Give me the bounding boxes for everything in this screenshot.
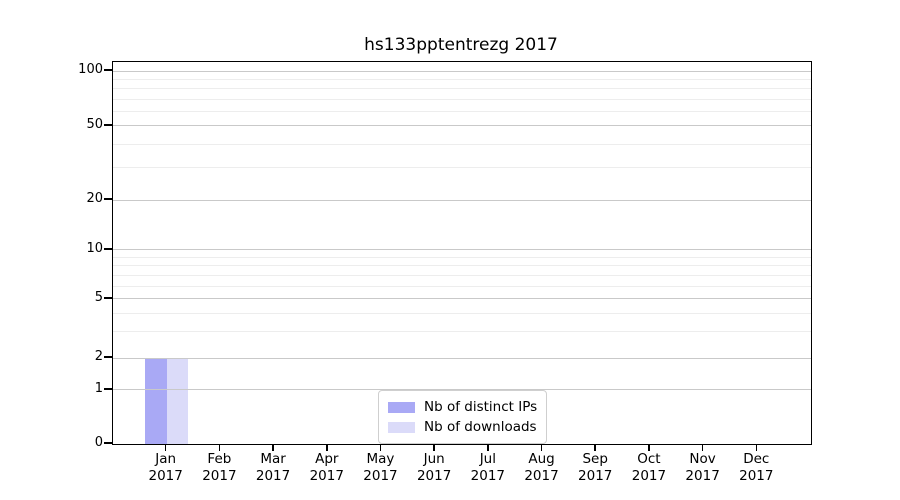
legend-item: Nb of distinct IPs xyxy=(388,397,537,417)
y-axis-tick xyxy=(104,248,112,250)
x-tick-label-mar: Mar 2017 xyxy=(241,451,305,485)
legend: Nb of distinct IPs Nb of downloads xyxy=(378,390,548,444)
y-tick-label: 10 xyxy=(86,240,103,256)
x-tick-year: 2017 xyxy=(202,468,237,484)
y-axis-tick xyxy=(104,388,112,390)
y-tick-label: 50 xyxy=(86,116,103,132)
x-tick-label-jan: Jan 2017 xyxy=(134,451,198,485)
y-axis-tick xyxy=(104,356,112,358)
y-tick-label: 0 xyxy=(94,435,103,450)
minor-gridline xyxy=(113,166,811,168)
y-tick-label: 1 xyxy=(94,380,103,396)
y-tick-label: 20 xyxy=(86,191,103,207)
x-tick-label-oct: Oct 2017 xyxy=(617,451,681,485)
x-tick-month: Feb xyxy=(207,451,232,467)
x-tick-month: Apr xyxy=(315,451,339,467)
x-tick-label-feb: Feb 2017 xyxy=(187,451,251,485)
y-axis-tick xyxy=(104,69,112,71)
minor-gridline xyxy=(113,143,811,145)
x-tick-year: 2017 xyxy=(631,468,667,484)
x-tick-month: Dec xyxy=(743,451,770,467)
y-axis-tick xyxy=(104,442,112,444)
x-axis-tick xyxy=(755,444,758,451)
plot-area xyxy=(112,61,812,445)
x-tick-label-jun: Jun 2017 xyxy=(402,451,466,485)
x-axis-tick xyxy=(164,444,167,451)
x-axis-tick xyxy=(326,444,328,451)
major-gridline xyxy=(113,199,811,201)
minor-gridline xyxy=(113,88,811,90)
x-tick-month: May xyxy=(366,451,395,467)
minor-gridline xyxy=(113,111,811,113)
major-gridline xyxy=(113,70,811,72)
y-tick-label: 100 xyxy=(78,62,103,77)
x-tick-year: 2017 xyxy=(578,468,613,484)
chart-title: hs133pptentrezg 2017 xyxy=(364,35,558,55)
minor-gridline xyxy=(113,256,811,258)
y-tick-label: 2 xyxy=(94,349,103,364)
x-tick-year: 2017 xyxy=(739,468,774,484)
minor-gridline xyxy=(113,98,811,100)
major-gridline xyxy=(113,249,811,251)
x-axis-tick xyxy=(379,444,382,451)
x-tick-month: Oct xyxy=(637,451,661,467)
x-tick-month: Jan xyxy=(155,451,177,467)
x-axis-tick xyxy=(540,444,543,451)
x-tick-label-dec: Dec 2017 xyxy=(724,451,788,485)
legend-swatch-icon xyxy=(388,421,415,433)
y-axis-tick xyxy=(104,198,112,200)
x-tick-year: 2017 xyxy=(685,468,720,484)
x-tick-year: 2017 xyxy=(363,468,398,484)
x-axis-tick xyxy=(701,444,704,451)
x-tick-label-may: May 2017 xyxy=(348,451,412,485)
x-axis-tick xyxy=(218,444,221,451)
x-tick-year: 2017 xyxy=(309,468,344,484)
y-axis-tick xyxy=(104,124,112,126)
major-gridline xyxy=(113,298,811,300)
minor-gridline xyxy=(113,312,811,314)
x-tick-year: 2017 xyxy=(524,468,559,484)
bar-distinct-ips xyxy=(145,358,167,444)
x-tick-month: Nov xyxy=(689,451,716,467)
x-tick-label-apr: Apr 2017 xyxy=(295,451,359,485)
minor-gridline xyxy=(113,274,811,276)
x-axis-tick xyxy=(648,444,650,451)
legend-label: Nb of downloads xyxy=(424,419,537,435)
x-tick-month: Mar xyxy=(260,451,286,467)
x-tick-year: 2017 xyxy=(470,468,506,484)
major-gridline xyxy=(113,389,811,391)
x-axis-tick xyxy=(433,444,435,451)
major-gridline xyxy=(113,125,811,127)
legend-label: Nb of distinct IPs xyxy=(424,399,538,415)
x-tick-label-sep: Sep 2017 xyxy=(563,451,627,485)
x-tick-year: 2017 xyxy=(255,468,291,484)
minor-gridline xyxy=(113,78,811,80)
x-tick-year: 2017 xyxy=(416,468,452,484)
bar-downloads xyxy=(166,358,189,444)
x-tick-month: Jun xyxy=(423,451,445,467)
minor-gridline xyxy=(113,285,811,287)
x-tick-label-nov: Nov 2017 xyxy=(671,451,735,485)
x-tick-month: Aug xyxy=(528,451,555,467)
legend-item: Nb of downloads xyxy=(388,417,537,437)
minor-gridline xyxy=(113,265,811,267)
x-tick-label-jul: Jul 2017 xyxy=(456,451,520,485)
minor-gridline xyxy=(113,331,811,333)
x-tick-month: Sep xyxy=(582,451,608,467)
y-axis-tick xyxy=(104,297,112,299)
x-tick-label-aug: Aug 2017 xyxy=(510,451,574,485)
x-axis-tick xyxy=(272,444,274,451)
legend-swatch-icon xyxy=(388,401,415,413)
x-tick-year: 2017 xyxy=(148,468,183,484)
y-tick-label: 5 xyxy=(94,289,103,305)
x-axis-tick xyxy=(487,444,489,451)
x-axis-tick xyxy=(594,444,596,451)
x-tick-month: Jul xyxy=(479,451,496,467)
major-gridline xyxy=(113,357,811,359)
